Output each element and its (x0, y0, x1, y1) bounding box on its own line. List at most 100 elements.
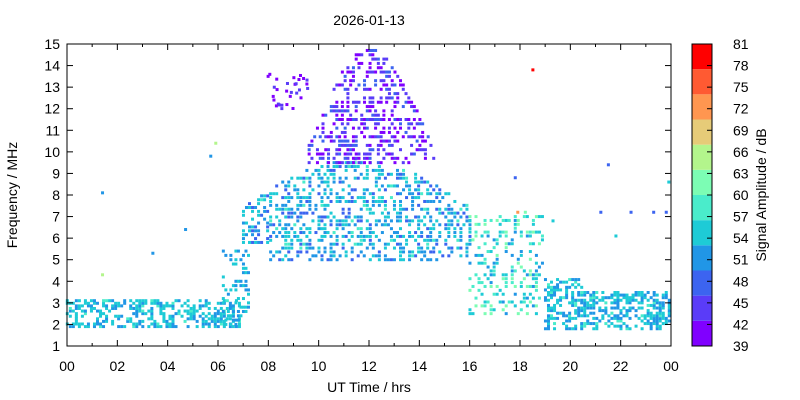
data-point (510, 242, 514, 246)
data-point (329, 139, 333, 143)
data-point (580, 306, 584, 310)
data-point (302, 176, 306, 180)
data-point (412, 105, 416, 109)
data-point (368, 152, 372, 156)
data-point (317, 238, 321, 242)
data-point (351, 148, 355, 152)
data-point (402, 172, 406, 176)
data-point (408, 219, 412, 223)
data-point (83, 301, 87, 305)
data-point (321, 122, 325, 126)
data-point (335, 105, 339, 109)
data-point (74, 312, 78, 316)
data-point (251, 225, 255, 229)
data-point (269, 223, 273, 227)
data-point (192, 312, 196, 316)
data-point (159, 325, 163, 329)
data-point (550, 291, 554, 295)
data-point (326, 203, 330, 207)
data-point (275, 250, 279, 254)
data-point (619, 298, 623, 302)
data-point (290, 207, 294, 211)
data-point (432, 223, 436, 227)
y-tick-label: 3 (52, 295, 60, 311)
data-point (655, 298, 659, 302)
data-point (522, 277, 526, 281)
data-point (244, 279, 248, 283)
data-point (135, 325, 139, 329)
data-point (347, 238, 351, 242)
data-point (616, 296, 620, 300)
data-point (414, 172, 418, 176)
data-point (237, 301, 241, 305)
data-point (150, 312, 154, 316)
data-point (504, 304, 508, 308)
data-point (354, 87, 358, 91)
data-point (385, 87, 389, 91)
data-point (568, 327, 572, 331)
data-point (183, 309, 187, 313)
data-point (138, 319, 142, 323)
y-tick-label: 14 (44, 58, 60, 74)
data-point (222, 299, 226, 303)
data-point (586, 322, 590, 326)
data-point (379, 161, 383, 165)
data-point (327, 161, 331, 165)
data-point (534, 277, 538, 281)
data-point (293, 188, 297, 192)
data-point (260, 213, 264, 217)
data-point (456, 238, 460, 242)
data-point (371, 192, 375, 196)
data-point (329, 130, 333, 134)
data-point (239, 284, 243, 288)
data-point (595, 291, 599, 295)
data-point (335, 135, 339, 139)
data-point (213, 312, 217, 316)
data-point (266, 229, 270, 233)
data-point (354, 156, 358, 160)
data-point (248, 206, 252, 210)
data-point (658, 319, 662, 323)
data-point (347, 223, 351, 227)
data-point (359, 161, 363, 165)
colorbar-tick-label: 54 (733, 230, 749, 246)
data-point (302, 188, 306, 192)
data-point (332, 180, 336, 184)
data-point (441, 196, 445, 200)
data-point (349, 152, 353, 156)
data-point (132, 312, 136, 316)
data-point (534, 304, 538, 308)
data-point (274, 104, 278, 108)
data-point (415, 148, 419, 152)
data-point (150, 317, 154, 321)
data-point (619, 309, 623, 313)
data-point (289, 90, 293, 94)
data-point (216, 317, 220, 321)
data-point (577, 278, 581, 282)
data-point (516, 261, 520, 265)
data-point (141, 319, 145, 323)
data-point (417, 227, 421, 231)
data-point (423, 254, 427, 258)
data-point (628, 309, 632, 313)
data-point (379, 96, 383, 100)
data-point (294, 82, 298, 86)
data-point (610, 293, 614, 297)
data-point (465, 246, 469, 250)
data-point (379, 66, 383, 70)
data-point (226, 314, 230, 318)
data-point (326, 184, 330, 188)
data-point (396, 74, 400, 78)
data-point (326, 168, 330, 172)
data-point (501, 277, 505, 281)
data-point (351, 143, 355, 147)
data-point (359, 250, 363, 254)
data-point (89, 299, 93, 303)
data-point (213, 306, 217, 310)
data-point (368, 238, 372, 242)
data-point (495, 257, 499, 261)
data-point (634, 298, 638, 302)
data-point (371, 231, 375, 235)
data-point (412, 109, 416, 113)
data-point (299, 176, 303, 180)
